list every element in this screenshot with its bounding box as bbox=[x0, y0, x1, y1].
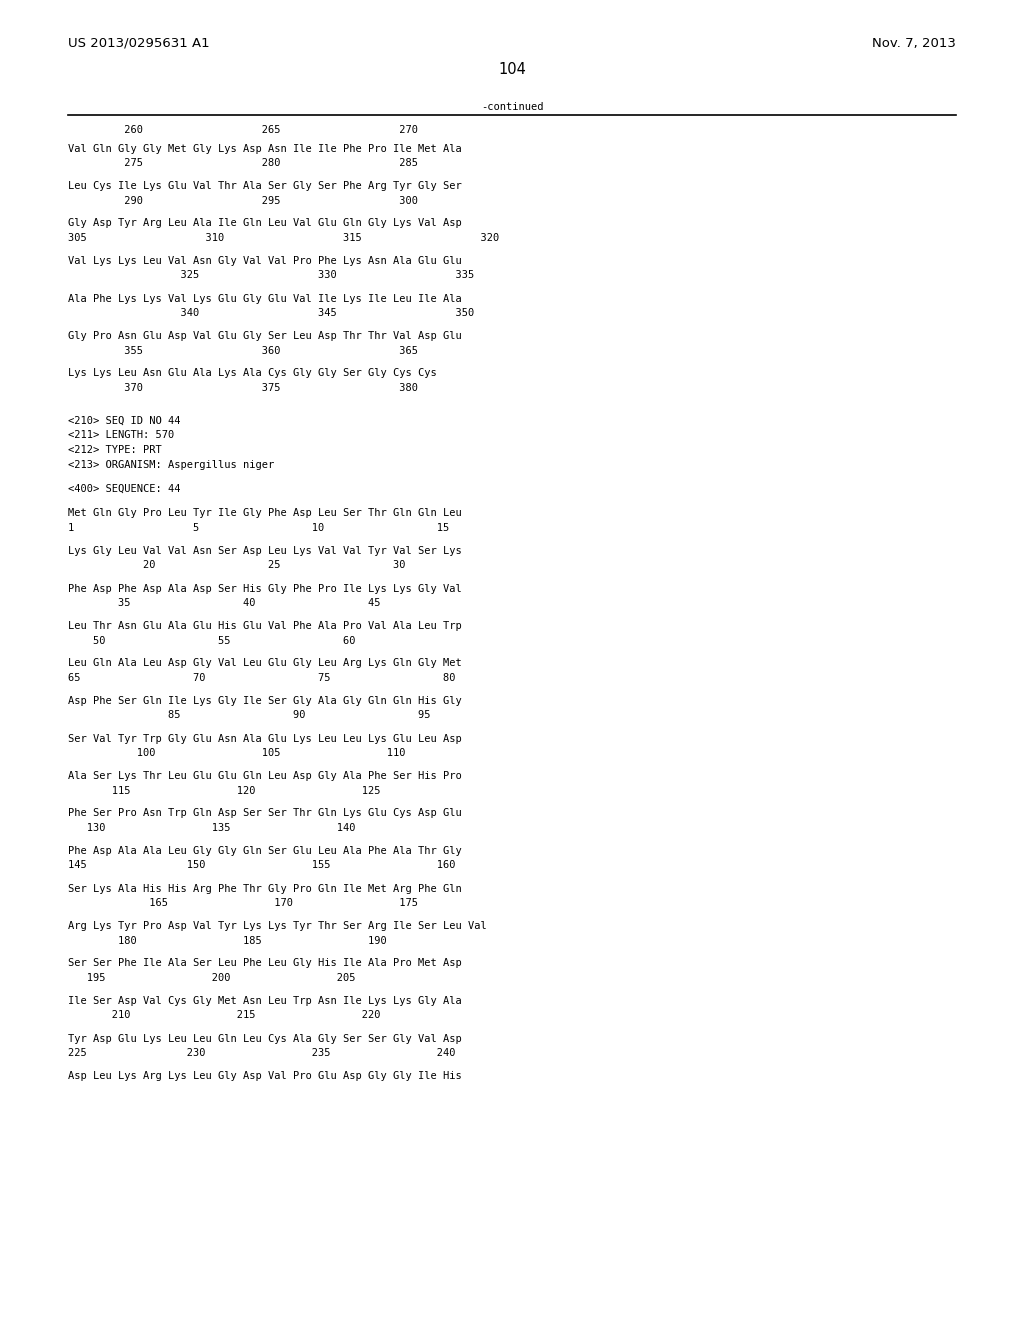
Text: 65                  70                  75                  80: 65 70 75 80 bbox=[68, 673, 456, 682]
Text: 180                 185                 190: 180 185 190 bbox=[68, 936, 387, 945]
Text: 165                 170                 175: 165 170 175 bbox=[68, 898, 418, 908]
Text: 145                150                 155                 160: 145 150 155 160 bbox=[68, 861, 456, 870]
Text: 130                 135                 140: 130 135 140 bbox=[68, 822, 355, 833]
Text: <211> LENGTH: 570: <211> LENGTH: 570 bbox=[68, 430, 174, 441]
Text: Arg Lys Tyr Pro Asp Val Tyr Lys Lys Tyr Thr Ser Arg Ile Ser Leu Val: Arg Lys Tyr Pro Asp Val Tyr Lys Lys Tyr … bbox=[68, 921, 486, 931]
Text: Tyr Asp Glu Lys Leu Leu Gln Leu Cys Ala Gly Ser Ser Gly Val Asp: Tyr Asp Glu Lys Leu Leu Gln Leu Cys Ala … bbox=[68, 1034, 462, 1044]
Text: 370                   375                   380: 370 375 380 bbox=[68, 383, 418, 393]
Text: 195                 200                 205: 195 200 205 bbox=[68, 973, 355, 983]
Text: 100                 105                 110: 100 105 110 bbox=[68, 748, 406, 758]
Text: Val Lys Lys Leu Val Asn Gly Val Val Pro Phe Lys Asn Ala Glu Glu: Val Lys Lys Leu Val Asn Gly Val Val Pro … bbox=[68, 256, 462, 267]
Text: 20                  25                  30: 20 25 30 bbox=[68, 561, 406, 570]
Text: 1                   5                  10                  15: 1 5 10 15 bbox=[68, 523, 450, 533]
Text: 260                   265                   270: 260 265 270 bbox=[68, 125, 418, 135]
Text: Val Gln Gly Gly Met Gly Lys Asp Asn Ile Ile Phe Pro Ile Met Ala: Val Gln Gly Gly Met Gly Lys Asp Asn Ile … bbox=[68, 144, 462, 153]
Text: 325                   330                   335: 325 330 335 bbox=[68, 271, 474, 281]
Text: 225                230                 235                 240: 225 230 235 240 bbox=[68, 1048, 456, 1059]
Text: 305                   310                   315                   320: 305 310 315 320 bbox=[68, 234, 500, 243]
Text: Lys Gly Leu Val Val Asn Ser Asp Leu Lys Val Val Tyr Val Ser Lys: Lys Gly Leu Val Val Asn Ser Asp Leu Lys … bbox=[68, 546, 462, 556]
Text: Leu Gln Ala Leu Asp Gly Val Leu Glu Gly Leu Arg Lys Gln Gly Met: Leu Gln Ala Leu Asp Gly Val Leu Glu Gly … bbox=[68, 659, 462, 668]
Text: Phe Asp Phe Asp Ala Asp Ser His Gly Phe Pro Ile Lys Lys Gly Val: Phe Asp Phe Asp Ala Asp Ser His Gly Phe … bbox=[68, 583, 462, 594]
Text: Ala Phe Lys Lys Val Lys Glu Gly Glu Val Ile Lys Ile Leu Ile Ala: Ala Phe Lys Lys Val Lys Glu Gly Glu Val … bbox=[68, 293, 462, 304]
Text: Nov. 7, 2013: Nov. 7, 2013 bbox=[872, 37, 956, 50]
Text: Ile Ser Asp Val Cys Gly Met Asn Leu Trp Asn Ile Lys Lys Gly Ala: Ile Ser Asp Val Cys Gly Met Asn Leu Trp … bbox=[68, 997, 462, 1006]
Text: 355                   360                   365: 355 360 365 bbox=[68, 346, 418, 355]
Text: Met Gln Gly Pro Leu Tyr Ile Gly Phe Asp Leu Ser Thr Gln Gln Leu: Met Gln Gly Pro Leu Tyr Ile Gly Phe Asp … bbox=[68, 508, 462, 519]
Text: Asp Leu Lys Arg Lys Leu Gly Asp Val Pro Glu Asp Gly Gly Ile His: Asp Leu Lys Arg Lys Leu Gly Asp Val Pro … bbox=[68, 1071, 462, 1081]
Text: <212> TYPE: PRT: <212> TYPE: PRT bbox=[68, 445, 162, 455]
Text: US 2013/0295631 A1: US 2013/0295631 A1 bbox=[68, 37, 210, 50]
Text: Asp Phe Ser Gln Ile Lys Gly Ile Ser Gly Ala Gly Gln Gln His Gly: Asp Phe Ser Gln Ile Lys Gly Ile Ser Gly … bbox=[68, 696, 462, 706]
Text: 210                 215                 220: 210 215 220 bbox=[68, 1011, 381, 1020]
Text: 275                   280                   285: 275 280 285 bbox=[68, 158, 418, 168]
Text: 104: 104 bbox=[498, 62, 526, 77]
Text: 115                 120                 125: 115 120 125 bbox=[68, 785, 381, 796]
Text: <213> ORGANISM: Aspergillus niger: <213> ORGANISM: Aspergillus niger bbox=[68, 459, 274, 470]
Text: 85                  90                  95: 85 90 95 bbox=[68, 710, 430, 721]
Text: Ala Ser Lys Thr Leu Glu Glu Gln Leu Asp Gly Ala Phe Ser His Pro: Ala Ser Lys Thr Leu Glu Glu Gln Leu Asp … bbox=[68, 771, 462, 781]
Text: Phe Asp Ala Ala Leu Gly Gly Gln Ser Glu Leu Ala Phe Ala Thr Gly: Phe Asp Ala Ala Leu Gly Gly Gln Ser Glu … bbox=[68, 846, 462, 855]
Text: 290                   295                   300: 290 295 300 bbox=[68, 195, 418, 206]
Text: -continued: -continued bbox=[480, 102, 544, 112]
Text: Gly Asp Tyr Arg Leu Ala Ile Gln Leu Val Glu Gln Gly Lys Val Asp: Gly Asp Tyr Arg Leu Ala Ile Gln Leu Val … bbox=[68, 219, 462, 228]
Text: Leu Thr Asn Glu Ala Glu His Glu Val Phe Ala Pro Val Ala Leu Trp: Leu Thr Asn Glu Ala Glu His Glu Val Phe … bbox=[68, 620, 462, 631]
Text: Phe Ser Pro Asn Trp Gln Asp Ser Ser Thr Gln Lys Glu Cys Asp Glu: Phe Ser Pro Asn Trp Gln Asp Ser Ser Thr … bbox=[68, 808, 462, 818]
Text: Leu Cys Ile Lys Glu Val Thr Ala Ser Gly Ser Phe Arg Tyr Gly Ser: Leu Cys Ile Lys Glu Val Thr Ala Ser Gly … bbox=[68, 181, 462, 191]
Text: Ser Ser Phe Ile Ala Ser Leu Phe Leu Gly His Ile Ala Pro Met Asp: Ser Ser Phe Ile Ala Ser Leu Phe Leu Gly … bbox=[68, 958, 462, 969]
Text: Ser Val Tyr Trp Gly Glu Asn Ala Glu Lys Leu Leu Lys Glu Leu Asp: Ser Val Tyr Trp Gly Glu Asn Ala Glu Lys … bbox=[68, 734, 462, 743]
Text: 50                  55                  60: 50 55 60 bbox=[68, 635, 355, 645]
Text: 340                   345                   350: 340 345 350 bbox=[68, 308, 474, 318]
Text: 35                  40                  45: 35 40 45 bbox=[68, 598, 381, 609]
Text: <210> SEQ ID NO 44: <210> SEQ ID NO 44 bbox=[68, 416, 180, 426]
Text: <400> SEQUENCE: 44: <400> SEQUENCE: 44 bbox=[68, 484, 180, 494]
Text: Gly Pro Asn Glu Asp Val Glu Gly Ser Leu Asp Thr Thr Val Asp Glu: Gly Pro Asn Glu Asp Val Glu Gly Ser Leu … bbox=[68, 331, 462, 341]
Text: Lys Lys Leu Asn Glu Ala Lys Ala Cys Gly Gly Ser Gly Cys Cys: Lys Lys Leu Asn Glu Ala Lys Ala Cys Gly … bbox=[68, 368, 437, 379]
Text: Ser Lys Ala His His Arg Phe Thr Gly Pro Gln Ile Met Arg Phe Gln: Ser Lys Ala His His Arg Phe Thr Gly Pro … bbox=[68, 883, 462, 894]
